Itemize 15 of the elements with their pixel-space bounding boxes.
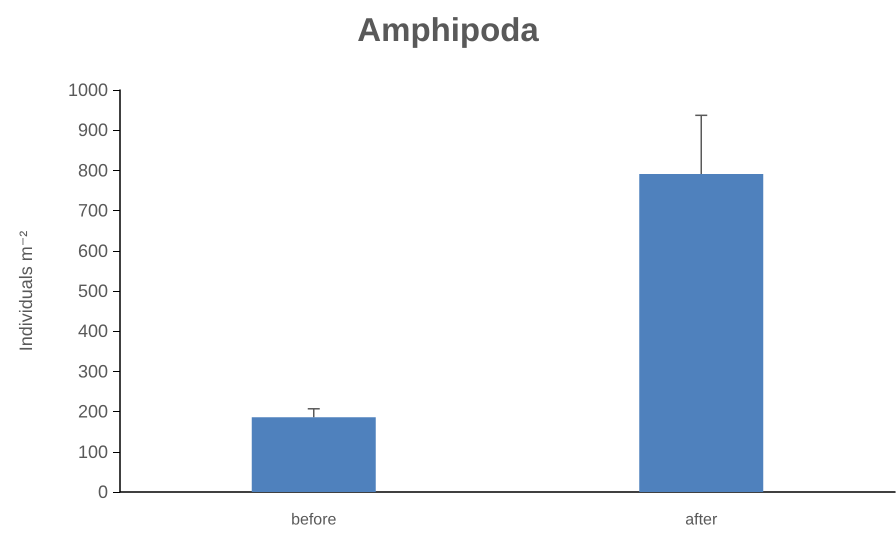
- y-axis-title: Individuals m⁻²: [16, 230, 36, 352]
- y-tick-label: 900: [78, 120, 108, 140]
- y-tick-label: 1000: [68, 80, 108, 100]
- y-tick-label: 0: [98, 482, 108, 502]
- y-tick-label: 700: [78, 200, 108, 221]
- y-tick-label: 100: [78, 442, 108, 462]
- y-tick-label: 600: [78, 240, 108, 261]
- chart-title: Amphipoda: [357, 11, 540, 48]
- y-tick-label: 500: [78, 281, 108, 301]
- y-tick-label: 400: [78, 321, 108, 342]
- y-tick-label: 800: [78, 160, 108, 180]
- x-tick-label: after: [685, 512, 718, 528]
- y-tick-label: 300: [78, 361, 108, 382]
- y-tick-label: 200: [78, 402, 108, 422]
- x-tick-label: before: [291, 512, 337, 528]
